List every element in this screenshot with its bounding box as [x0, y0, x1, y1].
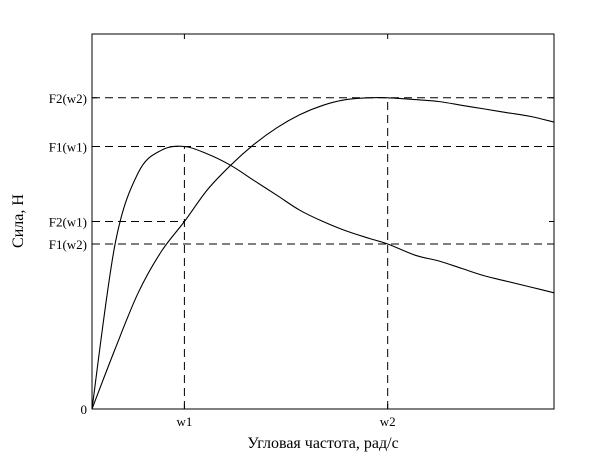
x-tick-label: w2	[380, 414, 396, 429]
series-line-1	[91, 145, 555, 410]
x-axis-label: Угловая частота, рад/с	[247, 435, 398, 452]
y-tick-label: F1(w2)	[49, 237, 87, 252]
y-tick-label: F2(w2)	[49, 91, 87, 106]
y-axis-label: Сила, Н	[10, 194, 27, 248]
series-line-2	[91, 96, 555, 410]
x-tick-label: w1	[176, 414, 192, 429]
y-tick-label: F2(w1)	[49, 215, 87, 230]
y-tick-label: 0	[81, 402, 88, 417]
plot-area: 0 F1(w2) F2(w1) F1(w1) F2(w2) w1 w2	[49, 33, 555, 429]
y-tick-label: F1(w1)	[49, 140, 87, 155]
